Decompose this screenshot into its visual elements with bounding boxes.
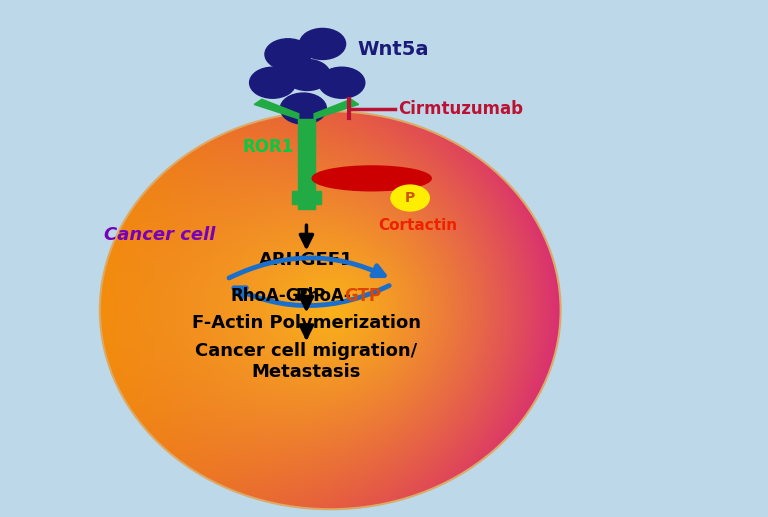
Text: Cirmtuzumab: Cirmtuzumab [399, 100, 524, 117]
Ellipse shape [312, 166, 432, 191]
Text: RhoA-GDP: RhoA-GDP [230, 287, 326, 305]
Text: Cortactin: Cortactin [378, 218, 458, 233]
Text: Cancer cell migration/
Metastasis: Cancer cell migration/ Metastasis [195, 342, 418, 382]
Circle shape [300, 28, 346, 59]
FancyBboxPatch shape [298, 119, 315, 209]
Text: P: P [405, 191, 415, 205]
Circle shape [250, 67, 296, 98]
Circle shape [391, 185, 429, 211]
Text: ROR1: ROR1 [243, 139, 294, 156]
Polygon shape [254, 99, 299, 119]
Text: Cancer cell: Cancer cell [104, 226, 215, 244]
Text: F-Actin Polymerization: F-Actin Polymerization [192, 314, 421, 332]
Text: Wnt5a: Wnt5a [357, 40, 429, 58]
Text: ARHGEF1: ARHGEF1 [259, 251, 354, 269]
FancyBboxPatch shape [292, 191, 321, 204]
Text: GTP: GTP [344, 287, 381, 305]
Circle shape [284, 59, 330, 90]
Polygon shape [314, 99, 359, 119]
Circle shape [319, 67, 365, 98]
Circle shape [280, 93, 326, 124]
Circle shape [265, 39, 311, 70]
FancyArrowPatch shape [234, 285, 389, 306]
FancyArrowPatch shape [229, 258, 384, 278]
Text: RhoA-: RhoA- [296, 287, 352, 305]
